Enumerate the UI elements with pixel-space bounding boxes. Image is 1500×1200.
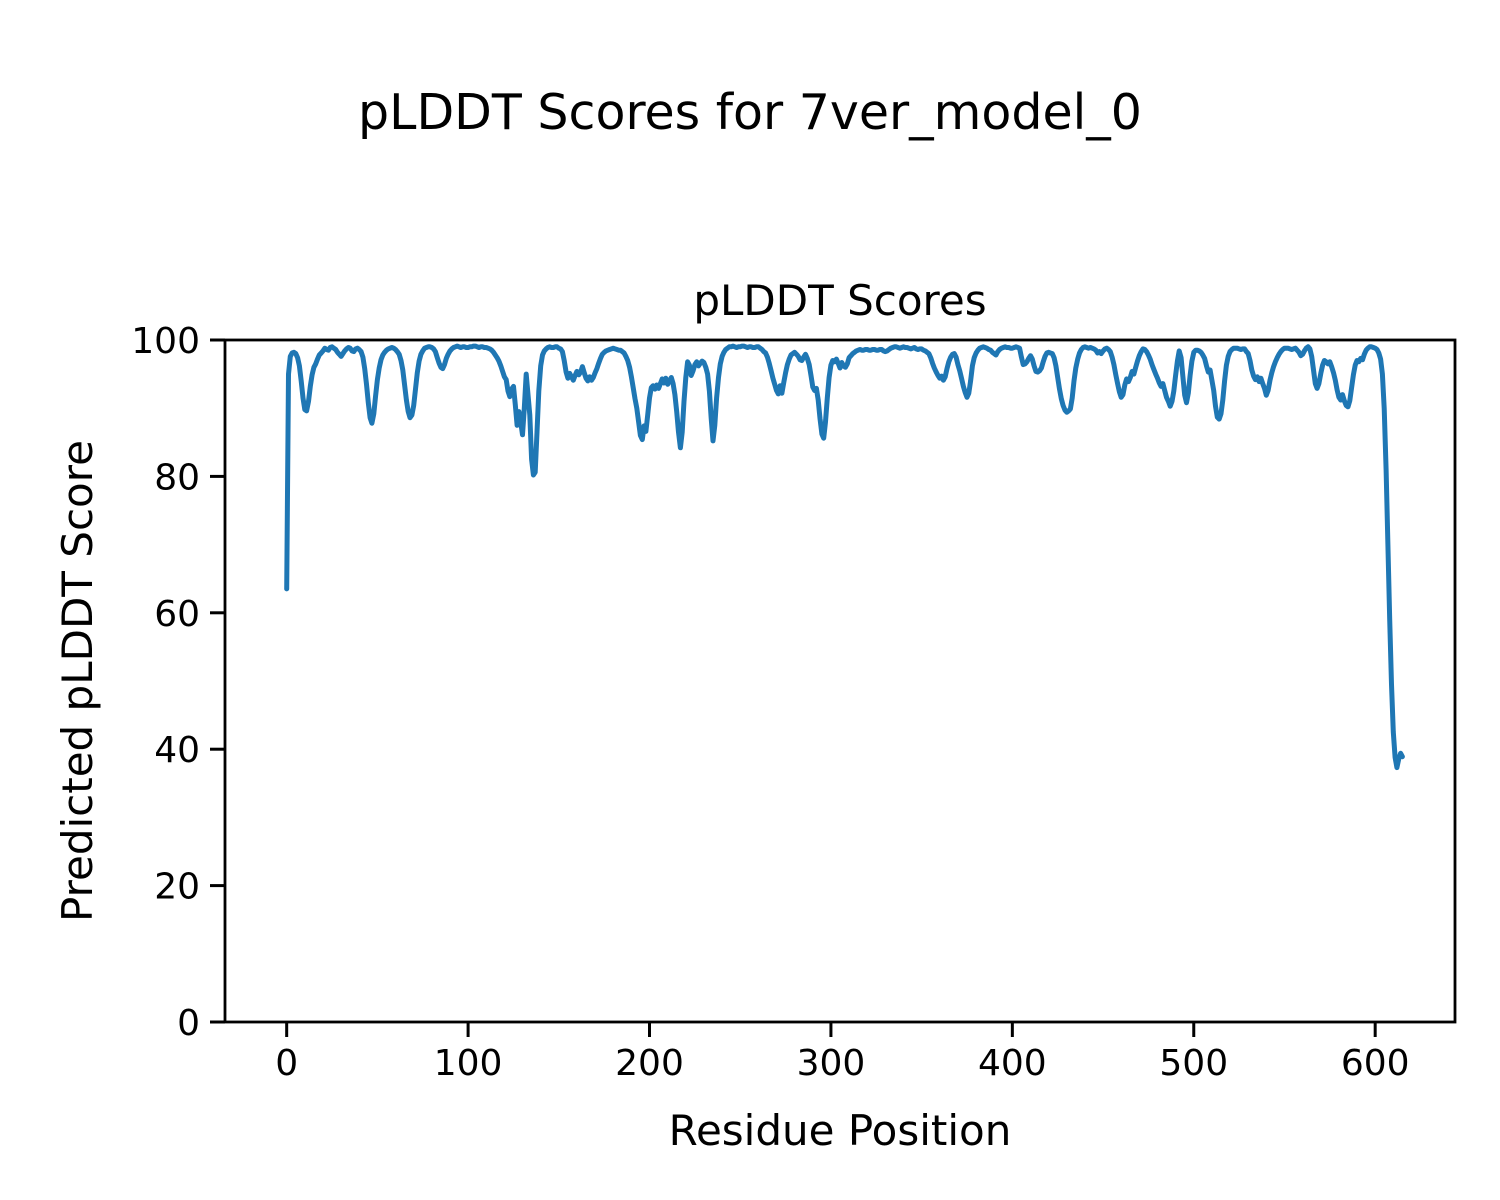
axes-spines: [223, 338, 1457, 1024]
x-tick-label: 400: [978, 1043, 1047, 1084]
axes-title: pLDDT Scores: [693, 276, 987, 325]
y-tick-label: 40: [154, 730, 200, 771]
x-tick-label: 300: [797, 1043, 866, 1084]
x-tick-label: 100: [434, 1043, 503, 1084]
y-tick-label: 100: [131, 321, 200, 362]
x-tick-label: 200: [615, 1043, 684, 1084]
y-tick-label: 80: [154, 457, 200, 498]
x-tick-label: 500: [1159, 1043, 1228, 1084]
x-tick-label: 600: [1341, 1043, 1410, 1084]
y-tick-label: 0: [177, 1003, 200, 1044]
y-tick-label: 60: [154, 594, 200, 635]
x-tick-label: 0: [275, 1043, 298, 1084]
figure-suptitle: pLDDT Scores for 7ver_model_0: [358, 84, 1142, 141]
y-axis-label: Predicted pLDDT Score: [52, 440, 102, 922]
x-axis-label: Residue Position: [668, 1106, 1012, 1155]
y-tick-label: 20: [154, 867, 200, 908]
plddt-line: [284, 343, 1405, 771]
